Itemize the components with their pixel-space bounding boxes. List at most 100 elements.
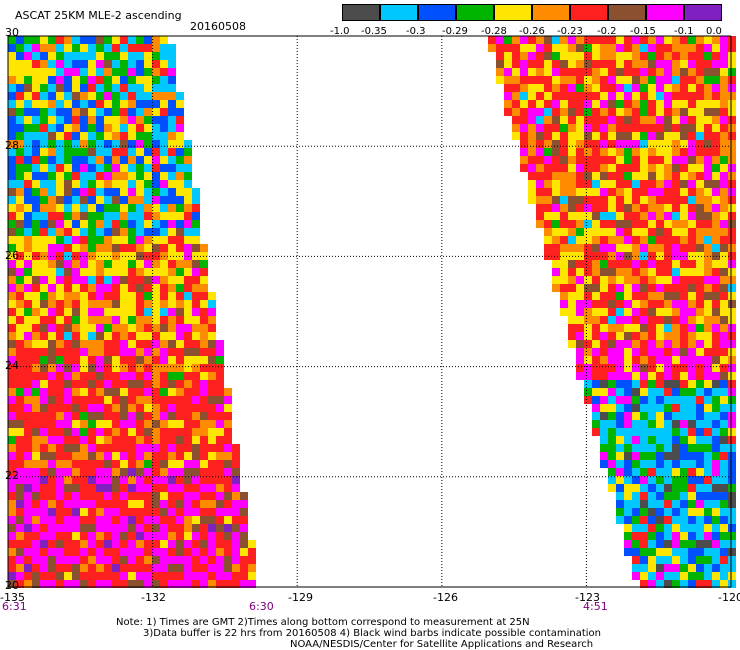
wind-cell [664, 60, 672, 68]
wind-cell [232, 524, 240, 532]
wind-cell [160, 380, 168, 388]
wind-cell [16, 540, 24, 548]
wind-cell [592, 236, 600, 244]
wind-cell [728, 228, 736, 236]
wind-cell [40, 468, 48, 476]
wind-cell [632, 228, 640, 236]
wind-cell [224, 428, 232, 436]
wind-cell [672, 468, 680, 476]
wind-cell [544, 100, 552, 108]
wind-cell [592, 316, 600, 324]
wind-cell [104, 172, 112, 180]
wind-cell [584, 228, 592, 236]
wind-cell [680, 108, 688, 116]
wind-cell [664, 428, 672, 436]
wind-cell [152, 76, 160, 84]
wind-cell [592, 324, 600, 332]
wind-cell [48, 220, 56, 228]
wind-cell [704, 236, 712, 244]
wind-cell [120, 508, 128, 516]
lon-tick-label: -123 [575, 591, 600, 604]
wind-cell [632, 316, 640, 324]
wind-cell [512, 76, 520, 84]
wind-cell [216, 508, 224, 516]
wind-cell [200, 388, 208, 396]
wind-cell [168, 316, 176, 324]
wind-cell [104, 340, 112, 348]
wind-cell [128, 300, 136, 308]
wind-cell [608, 324, 616, 332]
wind-cell [160, 140, 168, 148]
wind-cell [520, 156, 528, 164]
wind-cell [56, 132, 64, 140]
wind-cell [192, 540, 200, 548]
wind-cell [48, 340, 56, 348]
wind-cell [504, 52, 512, 60]
wind-cell [72, 324, 80, 332]
wind-cell [128, 324, 136, 332]
wind-cell [184, 140, 192, 148]
wind-cell [32, 380, 40, 388]
wind-cell [56, 84, 64, 92]
wind-cell [48, 324, 56, 332]
wind-cell [128, 468, 136, 476]
wind-cell [16, 340, 24, 348]
wind-cell [56, 340, 64, 348]
wind-cell [8, 204, 16, 212]
wind-cell [144, 548, 152, 556]
wind-cell [704, 60, 712, 68]
wind-cell [648, 92, 656, 100]
wind-cell [544, 196, 552, 204]
wind-cell [64, 268, 72, 276]
wind-cell [216, 380, 224, 388]
wind-cell [192, 260, 200, 268]
wind-cell [728, 332, 736, 340]
wind-cell [96, 244, 104, 252]
wind-cell [40, 580, 48, 588]
wind-cell [656, 284, 664, 292]
wind-cell [80, 492, 88, 500]
wind-cell [112, 236, 120, 244]
wind-cell [216, 556, 224, 564]
wind-cell [176, 516, 184, 524]
wind-cell [8, 156, 16, 164]
wind-cell [192, 436, 200, 444]
wind-cell [120, 156, 128, 164]
wind-cell [640, 580, 648, 588]
wind-cell [552, 164, 560, 172]
lon-tick-label: -126 [433, 591, 458, 604]
wind-cell [672, 548, 680, 556]
wind-cell [696, 156, 704, 164]
wind-cell [720, 308, 728, 316]
wind-cell [48, 476, 56, 484]
wind-cell [184, 580, 192, 588]
wind-cell [592, 188, 600, 196]
wind-cell [24, 492, 32, 500]
wind-cell [552, 132, 560, 140]
wind-cell [664, 156, 672, 164]
wind-cell [504, 68, 512, 76]
wind-cell [616, 452, 624, 460]
wind-cell [40, 420, 48, 428]
wind-cell [584, 396, 592, 404]
wind-cell [80, 540, 88, 548]
wind-cell [688, 308, 696, 316]
wind-cell [192, 316, 200, 324]
wind-cell [72, 308, 80, 316]
wind-cell [112, 196, 120, 204]
wind-cell [576, 276, 584, 284]
wind-cell [144, 268, 152, 276]
wind-cell [552, 212, 560, 220]
wind-cell [576, 132, 584, 140]
wind-cell [16, 188, 24, 196]
wind-cell [16, 324, 24, 332]
wind-cell [208, 484, 216, 492]
wind-cell [96, 260, 104, 268]
wind-cell [64, 380, 72, 388]
wind-cell [624, 508, 632, 516]
wind-cell [72, 492, 80, 500]
wind-cell [184, 348, 192, 356]
wind-cell [128, 356, 136, 364]
wind-cell [632, 356, 640, 364]
wind-cell [32, 204, 40, 212]
